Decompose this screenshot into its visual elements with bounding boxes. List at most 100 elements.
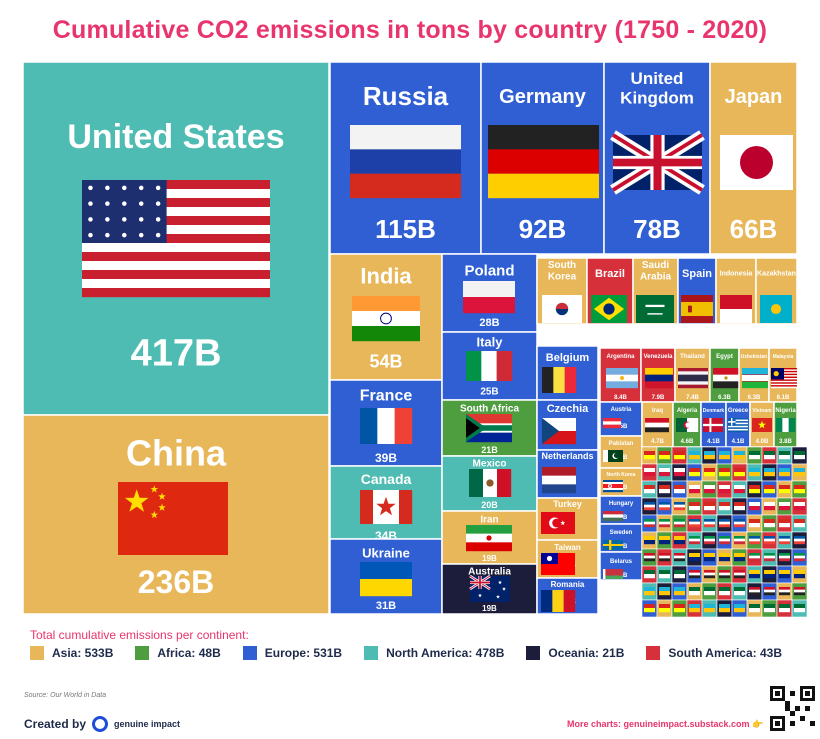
tiny-flag-icon <box>749 570 760 579</box>
malaysia-flag <box>771 368 797 389</box>
cell-value-japan: 66B <box>730 214 778 244</box>
tiny-flag-icon <box>689 553 700 562</box>
cell-name-russia: Russia <box>363 81 449 111</box>
tiny-flag-icon <box>704 485 715 494</box>
cell-value-south-korea: 18B <box>554 333 571 343</box>
tiny-flag-icon <box>689 587 700 596</box>
legend-swatch-oceania <box>526 646 541 660</box>
tiny-flag-icon <box>674 502 685 511</box>
north-korea-flag <box>603 480 623 493</box>
tiny-flag-icon <box>794 536 805 545</box>
belarus-flag <box>603 569 623 579</box>
tiny-flag-icon <box>794 519 805 528</box>
cell-value-germany: 92B <box>519 214 567 244</box>
canada-flag <box>360 490 413 524</box>
tiny-flag-icon <box>704 604 715 613</box>
us-flag <box>82 180 270 298</box>
tiny-flag-icon <box>794 587 805 596</box>
cell-value-australia: 19B <box>482 604 497 613</box>
tiny-flag-icon <box>779 502 790 511</box>
tiny-flag-icon <box>644 570 655 579</box>
tiny-flag-icon <box>644 553 655 562</box>
tiny-flag-icon <box>734 587 745 596</box>
cell-name-pakistan: Pakistan <box>609 441 634 447</box>
tiny-flag-icon <box>779 570 790 579</box>
tiny-flag-icon <box>659 604 670 613</box>
legend-label-south-america: South America: 43B <box>668 646 782 660</box>
tiny-flag-icon <box>764 604 775 613</box>
belgium-flag <box>542 367 577 393</box>
tiny-flag-icon <box>719 451 730 460</box>
tiny-flag-icon <box>704 519 715 528</box>
tiny-flag-icon <box>794 451 805 460</box>
tiny-flag-icon <box>719 604 730 613</box>
cell-name-vietnam: Vietnam <box>752 408 772 414</box>
cell-value-india: 54B <box>369 351 402 371</box>
austria-flag <box>603 418 621 429</box>
legend-swatch-south-america <box>646 646 661 660</box>
tiny-flag-icon <box>764 570 775 579</box>
tiny-flag-icon <box>719 468 730 477</box>
cell-value-iraq: 4.7B <box>651 439 664 445</box>
tiny-flag-icon <box>674 451 685 460</box>
cell-value-austria: 5.5B <box>615 424 628 430</box>
treemap-cell-india: India 54B <box>329 253 443 381</box>
cell-value-ukraine: 31B <box>376 600 396 612</box>
uzbekistan-flag <box>742 368 768 389</box>
germany-flag <box>488 125 599 199</box>
tiny-flag-icon <box>734 604 745 613</box>
tiny-flag-icon <box>644 536 655 545</box>
cell-value-russia: 115B <box>375 214 436 244</box>
south-africa-flag <box>466 414 512 443</box>
cell-value-egypt: 6.3B <box>718 395 731 401</box>
cell-name-canada: Canada <box>361 471 412 487</box>
cell-name-uzbekistan: Uzbekistan <box>741 354 767 360</box>
tiny-flag-icon <box>719 587 730 596</box>
russia-flag <box>350 125 461 199</box>
cell-name-algeria: Algeria <box>677 408 698 414</box>
tiny-flag-icon <box>764 536 775 545</box>
tiny-flag-icon <box>659 468 670 477</box>
tiny-flag-icon <box>659 519 670 528</box>
tiny-flag-icon <box>704 587 715 596</box>
tiny-flag-icon <box>749 604 760 613</box>
more-charts-link[interactable]: More charts: genuineimpact.substack.com … <box>567 719 764 729</box>
tiny-flag-icon <box>749 519 760 528</box>
tiny-flag-icon <box>779 587 790 596</box>
saudi-arabia-flag <box>636 295 674 323</box>
brand-name: genuine impact <box>114 718 181 729</box>
tiny-flag-icon <box>749 587 760 596</box>
tiny-flag-icon <box>659 570 670 579</box>
cell-value-argentina: 8.4B <box>614 395 627 401</box>
tiny-flag-icon <box>719 536 730 545</box>
cell-name-australia: Australia <box>468 567 511 578</box>
legend: Asia: 533B Africa: 48B Europe: 531B Nort… <box>30 646 782 660</box>
tiny-flag-icon <box>734 553 745 562</box>
cell-name-greece: Greece <box>728 408 749 414</box>
argentina-flag <box>606 368 638 389</box>
cell-value-spain: 15B <box>689 333 706 343</box>
cell-value-united-states: 417B <box>131 332 222 374</box>
tiny-flag-icon <box>749 536 760 545</box>
spain-flag <box>681 295 713 323</box>
tiny-flag-icon <box>689 502 700 511</box>
tiny-flag-icon <box>644 519 655 528</box>
tiny-flag-icon <box>704 468 715 477</box>
cell-value-uzbekistan: 6.3B <box>748 395 761 401</box>
cell-name-nigeria: Nigeria <box>775 408 796 414</box>
tiny-flag-icon <box>794 502 805 511</box>
cell-value-brazil: 16B <box>602 333 619 343</box>
legend-item-oceania: Oceania: 21B <box>526 646 624 660</box>
poland-flag <box>463 281 515 314</box>
brazil-flag <box>591 295 627 323</box>
tiny-flag-icon <box>734 485 745 494</box>
legend-item-north-america: North America: 478B <box>364 646 504 660</box>
tiny-flag-icon <box>644 451 655 460</box>
tiny-flag-icon <box>779 519 790 528</box>
iraq-flag <box>645 418 669 433</box>
cell-value-iran: 19B <box>482 554 497 563</box>
tiny-flag-icon <box>764 468 775 477</box>
cell-value-algeria: 4.6B <box>681 439 694 445</box>
legend-swatch-europe <box>242 646 257 660</box>
cell-name-japan: Japan <box>725 86 783 108</box>
